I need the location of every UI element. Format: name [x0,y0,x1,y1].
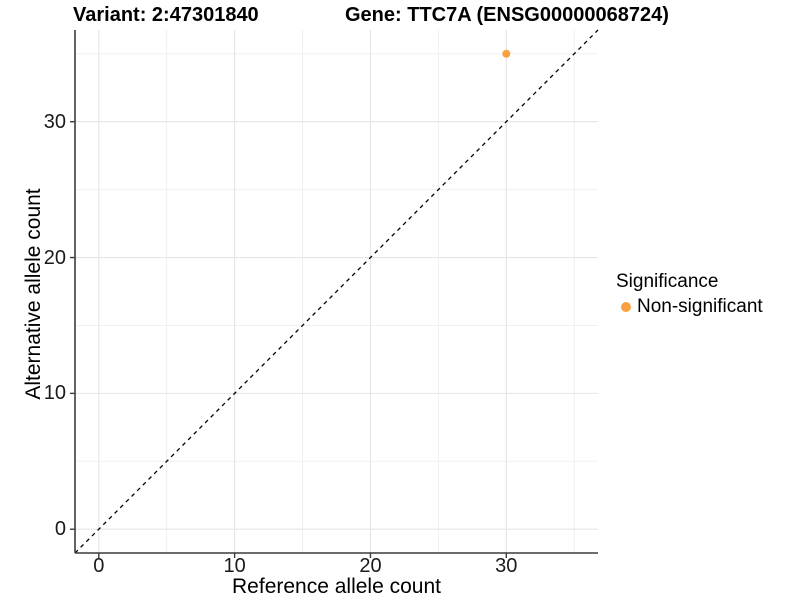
legend-entry: Non-significant [616,295,763,318]
x-axis-title: Reference allele count [232,575,441,598]
y-tick-label: 30 [43,110,66,133]
data-point [502,49,511,58]
x-tick-label: 20 [359,555,382,577]
legend-entry-label: Non-significant [637,296,763,317]
legend-key-dot-icon [621,301,631,312]
y-tick-label: 0 [54,518,66,541]
plot-title-gene: Gene: TTC7A (ENSG00000068724) [345,4,669,26]
identity-dashed-line [74,29,599,554]
plot-title-variant: Variant: 2:47301840 [73,4,259,26]
legend-title: Significance [616,271,719,292]
x-tick-label: 30 [495,555,518,577]
x-tick-label: 0 [93,555,105,577]
y-tick-label: 10 [43,382,66,405]
x-tick-label: 10 [223,555,246,577]
legend: Significance Non-significant [616,270,763,318]
y-tick-label: 20 [43,246,66,269]
